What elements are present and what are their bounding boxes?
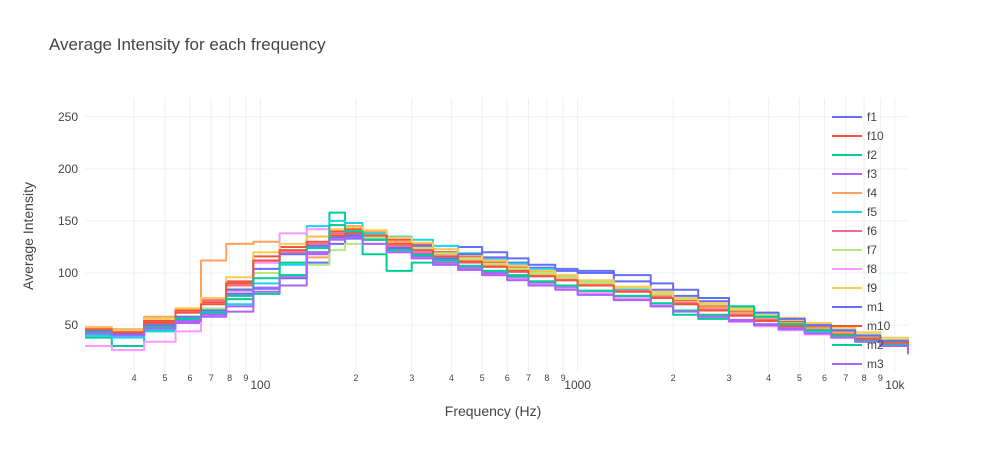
series-line-f7 [85, 236, 909, 351]
x-axis-title: Frequency (Hz) [445, 403, 541, 419]
legend-label: f8 [867, 262, 877, 276]
x-minor-tick-label: 7 [843, 373, 848, 383]
series-line-f6 [85, 230, 909, 353]
legend-item-f9[interactable]: f9 [832, 281, 877, 295]
y-tick-label: 50 [65, 318, 79, 332]
x-minor-tick-label: 8 [227, 373, 232, 383]
legend-item-m10[interactable]: m10 [832, 319, 891, 333]
legend-item-f5[interactable]: f5 [832, 205, 877, 219]
legend-label: f5 [867, 205, 877, 219]
legend-item-f2[interactable]: f2 [832, 148, 877, 162]
x-minor-tick-label: 3 [409, 373, 414, 383]
x-minor-tick-label: 7 [209, 373, 214, 383]
x-minor-tick-label: 9 [561, 373, 566, 383]
y-axis-ticks: 50 100 150 200 250 [58, 110, 78, 332]
x-major-tick-label: 100 [250, 378, 270, 392]
legend-item-f1[interactable]: f1 [832, 110, 877, 124]
x-minor-tick-label: 5 [162, 373, 167, 383]
legend-item-m1[interactable]: m1 [832, 300, 884, 314]
x-minor-tick-label: 4 [766, 373, 771, 383]
x-minor-tick-label: 4 [449, 373, 454, 383]
x-minor-tick-label: 8 [862, 373, 867, 383]
x-minor-tick-label: 4 [132, 373, 137, 383]
x-minor-tick-label: 8 [544, 373, 549, 383]
x-minor-tick-label: 7 [526, 373, 531, 383]
legend-item-f4[interactable]: f4 [832, 186, 877, 200]
x-minor-tick-label: 5 [797, 373, 802, 383]
series-line-m1 [85, 234, 909, 351]
series-layer [85, 211, 909, 355]
series-line-f8 [85, 224, 909, 355]
x-minor-tick-label: 3 [726, 373, 731, 383]
legend-item-f7[interactable]: f7 [832, 243, 877, 257]
legend-label: f7 [867, 243, 877, 257]
y-tick-label: 250 [58, 110, 78, 124]
x-major-tick-label: 10k [885, 378, 905, 392]
series-line-f3 [85, 230, 909, 354]
legend-item-f6[interactable]: f6 [832, 224, 877, 238]
legend[interactable]: f1 f10 f2 f3 f4 f5 f6 f7 f8 f9 m1 m10 m2 m3 [832, 110, 891, 371]
x-major-tick-label: 1000 [564, 378, 591, 392]
x-minor-tick-label: 5 [480, 373, 485, 383]
x-minor-tick-label: 6 [187, 373, 192, 383]
legend-label: m2 [867, 338, 884, 352]
x-minor-tick-label: 2 [671, 373, 676, 383]
x-minor-tick-label: 2 [353, 373, 358, 383]
series-line-f10 [85, 228, 909, 352]
y-axis-title: Average Intensity [20, 182, 36, 290]
legend-item-m3[interactable]: m3 [832, 357, 884, 371]
legend-label: f2 [867, 148, 877, 162]
series-line-m2 [85, 224, 909, 354]
legend-label: m1 [867, 300, 884, 314]
legend-item-m2[interactable]: m2 [832, 338, 884, 352]
legend-label: m3 [867, 357, 884, 371]
x-minor-tick-label: 9 [243, 373, 248, 383]
x-minor-tick-label: 9 [878, 373, 883, 383]
chart-title: Average Intensity for each frequency [49, 35, 326, 54]
legend-label: m10 [867, 319, 891, 333]
legend-label: f10 [867, 129, 884, 143]
legend-label: f9 [867, 281, 877, 295]
legend-label: f6 [867, 224, 877, 238]
legend-item-f8[interactable]: f8 [832, 262, 877, 276]
y-tick-label: 150 [58, 214, 78, 228]
x-minor-tick-label: 6 [822, 373, 827, 383]
series-line-f4 [85, 225, 909, 355]
legend-label: f3 [867, 167, 877, 181]
legend-item-f10[interactable]: f10 [832, 129, 884, 143]
y-tick-label: 200 [58, 162, 78, 176]
legend-label: f4 [867, 186, 877, 200]
grid-layer [85, 98, 908, 372]
series-line-m3 [85, 236, 909, 355]
y-tick-label: 100 [58, 266, 78, 280]
legend-item-f3[interactable]: f3 [832, 167, 877, 181]
legend-label: f1 [867, 110, 877, 124]
x-minor-tick-label: 6 [505, 373, 510, 383]
